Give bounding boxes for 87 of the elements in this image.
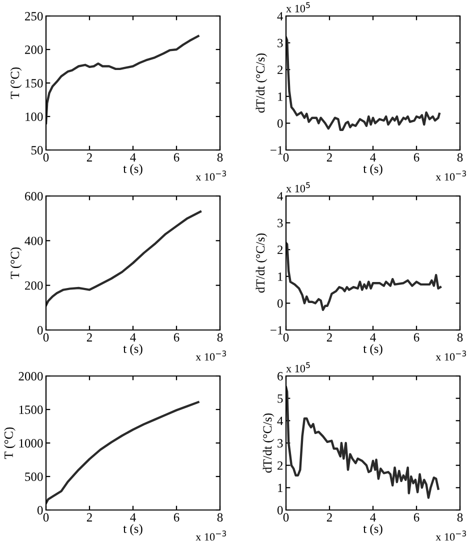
x-tick-label: 4	[130, 153, 136, 162]
x-tick-label: 2	[86, 333, 92, 342]
x-tick-label: 2	[326, 513, 332, 522]
y-tick-label: 2000	[18, 372, 43, 380]
x-tick-label: 8	[217, 513, 223, 522]
x-axis-title: t (s)	[363, 344, 382, 356]
x-tick-label: 0	[43, 153, 49, 162]
y-tick-label: 2	[278, 246, 283, 254]
x-tick-label: 4	[370, 153, 376, 162]
x-tick-label: 4	[370, 333, 376, 342]
y-tick-label: 250	[25, 12, 43, 20]
y-tick-label: 6	[278, 372, 283, 380]
y-axis-title: dT/dt (°C/s)	[256, 53, 268, 113]
x-axis-title: t (s)	[363, 164, 382, 176]
y-tick-label: 400	[24, 236, 43, 246]
y-axis-title: T (°C)	[10, 67, 22, 99]
y-tick-label: 0	[277, 119, 283, 128]
y-tick-label: 3	[278, 218, 283, 228]
text: x 10$^{−3}$	[436, 530, 466, 541]
y-tick-label: 4	[277, 12, 284, 20]
y-tick-label: 200	[25, 281, 43, 290]
y-tick-label: 500	[25, 472, 43, 481]
y-tick-label: 5	[278, 394, 283, 403]
text: x 10$^{−3}$	[436, 350, 466, 361]
y-tick-label: 2	[278, 66, 283, 74]
y-tick-label: 0	[277, 299, 283, 308]
y-tick-label: 1000	[19, 439, 43, 448]
y-tick-label: 4	[277, 192, 284, 200]
x-tick-label: 6	[174, 513, 180, 522]
text: x 10$^{−3}$	[436, 170, 466, 181]
x-tick-label: 8	[217, 153, 223, 162]
y-tick-label: 50	[31, 146, 43, 154]
x-tick-label: 6	[414, 333, 420, 342]
y-tick-label: 1	[278, 92, 282, 101]
text: x 10$^{−3}$	[196, 350, 226, 361]
y-axis-title: dT/dt (°C/s)	[256, 233, 268, 293]
line-series	[46, 210, 202, 307]
x-tick-label: 6	[414, 513, 420, 522]
text: x 10$^{−3}$	[196, 170, 226, 181]
line-series	[286, 242, 442, 312]
x-axis-title: t (s)	[123, 164, 142, 176]
y-axis-title: T (°C)	[10, 247, 22, 279]
line-series	[286, 386, 440, 499]
x-tick-label: 8	[217, 333, 223, 342]
x-tick-label: 8	[457, 333, 463, 342]
y-tick-label: −1	[270, 146, 282, 154]
y-tick-label: 3	[278, 38, 283, 48]
y-tick-label: 1	[278, 272, 282, 281]
y-tick-label: 100	[26, 112, 43, 121]
x-tick-label: 6	[174, 333, 180, 342]
x-axis-title: t (s)	[123, 524, 142, 536]
x-tick-label: 2	[86, 153, 92, 162]
x-tick-label: 4	[130, 513, 136, 522]
x-axis-title: t (s)	[123, 344, 142, 356]
y-tick-label: 0	[37, 326, 43, 334]
x-tick-label: 6	[414, 153, 420, 162]
y-tick-label: 3	[278, 439, 283, 448]
y-tick-label: −1	[270, 326, 282, 334]
y-tick-label: 600	[25, 192, 43, 200]
y-tick-label: 4	[277, 416, 284, 426]
x-tick-label: 2	[326, 333, 332, 342]
text: x 10$^{5}$	[286, 362, 310, 372]
y-axis-title: dT/dt (°C/s)	[262, 413, 274, 473]
text: x 10$^{5}$	[286, 182, 310, 192]
x-tick-label: 8	[457, 513, 463, 522]
x-tick-label: 4	[130, 333, 136, 342]
text: x 10$^{−3}$	[196, 530, 226, 541]
y-tick-label: 0	[277, 506, 283, 514]
y-tick-label: 0	[37, 506, 43, 514]
y-tick-label: 150	[26, 79, 43, 88]
y-axis-title: T (°C)	[4, 427, 16, 459]
x-tick-label: 4	[370, 513, 376, 522]
x-tick-label: 0	[43, 513, 49, 522]
y-tick-label: 1	[278, 484, 282, 492]
y-tick-label: 200	[25, 46, 43, 54]
x-tick-label: 2	[86, 513, 92, 522]
y-tick-label: 1500	[19, 406, 43, 414]
line-series	[46, 34, 200, 124]
x-tick-label: 2	[326, 153, 332, 162]
x-axis-title: t (s)	[363, 524, 382, 536]
x-tick-label: 6	[174, 153, 180, 162]
text: x 10$^{5}$	[286, 2, 310, 12]
x-tick-label: 0	[43, 333, 49, 342]
line-series	[286, 36, 440, 132]
y-tick-label: 2	[278, 461, 283, 470]
line-series	[46, 401, 200, 504]
x-tick-label: 8	[457, 153, 463, 162]
